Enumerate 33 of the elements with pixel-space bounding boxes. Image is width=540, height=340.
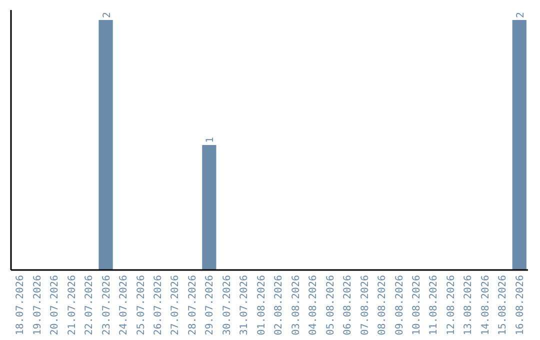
- x-tick-label: 25.07.2026: [136, 275, 147, 336]
- x-tick-label: 16.08.2026: [514, 275, 526, 336]
- x-tick-label: 24.07.2026: [118, 275, 130, 336]
- x-tick-label: 27.07.2026: [170, 275, 182, 336]
- x-tick-label: 22.07.2026: [84, 275, 96, 336]
- x-tick-label: 01.08.2026: [256, 275, 268, 336]
- x-tick-label: 02.08.2026: [274, 275, 285, 336]
- x-tick-label: 09.08.2026: [394, 275, 406, 336]
- x-tick-label: 15.08.2026: [498, 275, 509, 336]
- x-tick-label: 06.08.2026: [342, 275, 354, 336]
- data-label: 1: [205, 136, 216, 143]
- x-tick-label: 12.08.2026: [446, 275, 457, 336]
- x-tick-label: 19.07.2026: [32, 275, 44, 336]
- x-tick-label: 18.07.2026: [15, 275, 26, 336]
- x-tick-label: 28.07.2026: [187, 275, 198, 336]
- x-tick-label: 29.07.2026: [204, 275, 216, 336]
- x-tick-label: 07.08.2026: [360, 275, 371, 336]
- x-tick-label: 08.08.2026: [377, 275, 388, 336]
- x-tick-label: 30.07.2026: [222, 275, 233, 336]
- x-tick-label: 03.08.2026: [290, 275, 302, 336]
- x-tick-label: 13.08.2026: [463, 275, 474, 336]
- x-tick-label: 05.08.2026: [325, 275, 336, 336]
- data-label: 2: [102, 12, 113, 18]
- x-tick-label: 31.07.2026: [239, 275, 250, 336]
- x-tick-label: 04.08.2026: [308, 275, 320, 336]
- data-label: 2: [515, 12, 526, 18]
- x-tick-label: 21.07.2026: [66, 275, 78, 336]
- x-tick-label: 20.07.2026: [50, 275, 61, 336]
- x-tick-label: 23.07.2026: [101, 275, 112, 336]
- x-tick-label: 10.08.2026: [411, 275, 422, 336]
- x-tick-label: 14.08.2026: [480, 275, 492, 336]
- x-tick-label: 11.08.2026: [428, 275, 440, 336]
- x-tick-label: 26.07.2026: [152, 275, 164, 336]
